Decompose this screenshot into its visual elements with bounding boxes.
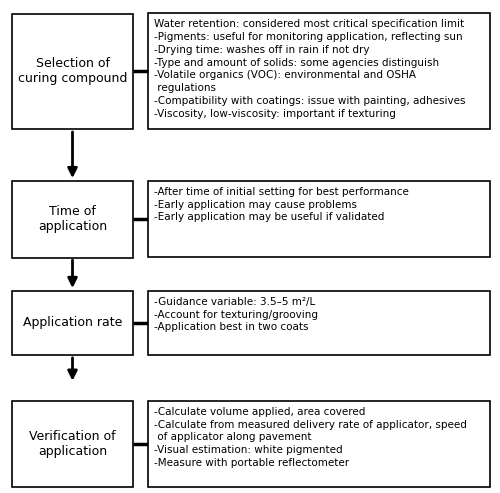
Bar	[148, 291, 490, 355]
Text: Time of
application: Time of application	[38, 206, 107, 233]
Text: Water retention: considered most critical specification limit
-Pigments: useful : Water retention: considered most critica…	[154, 19, 465, 119]
Text: Selection of
curing compound: Selection of curing compound	[18, 58, 127, 85]
Text: Application rate: Application rate	[23, 317, 122, 329]
Text: Verification of
application: Verification of application	[29, 430, 116, 458]
Bar	[148, 401, 490, 487]
Bar	[148, 13, 490, 129]
Text: -Calculate volume applied, area covered
-Calculate from measured delivery rate o: -Calculate volume applied, area covered …	[154, 407, 467, 468]
Bar	[12, 291, 132, 355]
Bar	[148, 181, 490, 257]
Bar	[12, 181, 132, 257]
Bar	[12, 400, 132, 487]
Bar	[12, 13, 132, 129]
Text: -Guidance variable: 3.5–5 m²/L
-Account for texturing/grooving
-Application best: -Guidance variable: 3.5–5 m²/L -Account …	[154, 297, 318, 332]
Text: -After time of initial setting for best performance
-Early application may cause: -After time of initial setting for best …	[154, 187, 408, 222]
